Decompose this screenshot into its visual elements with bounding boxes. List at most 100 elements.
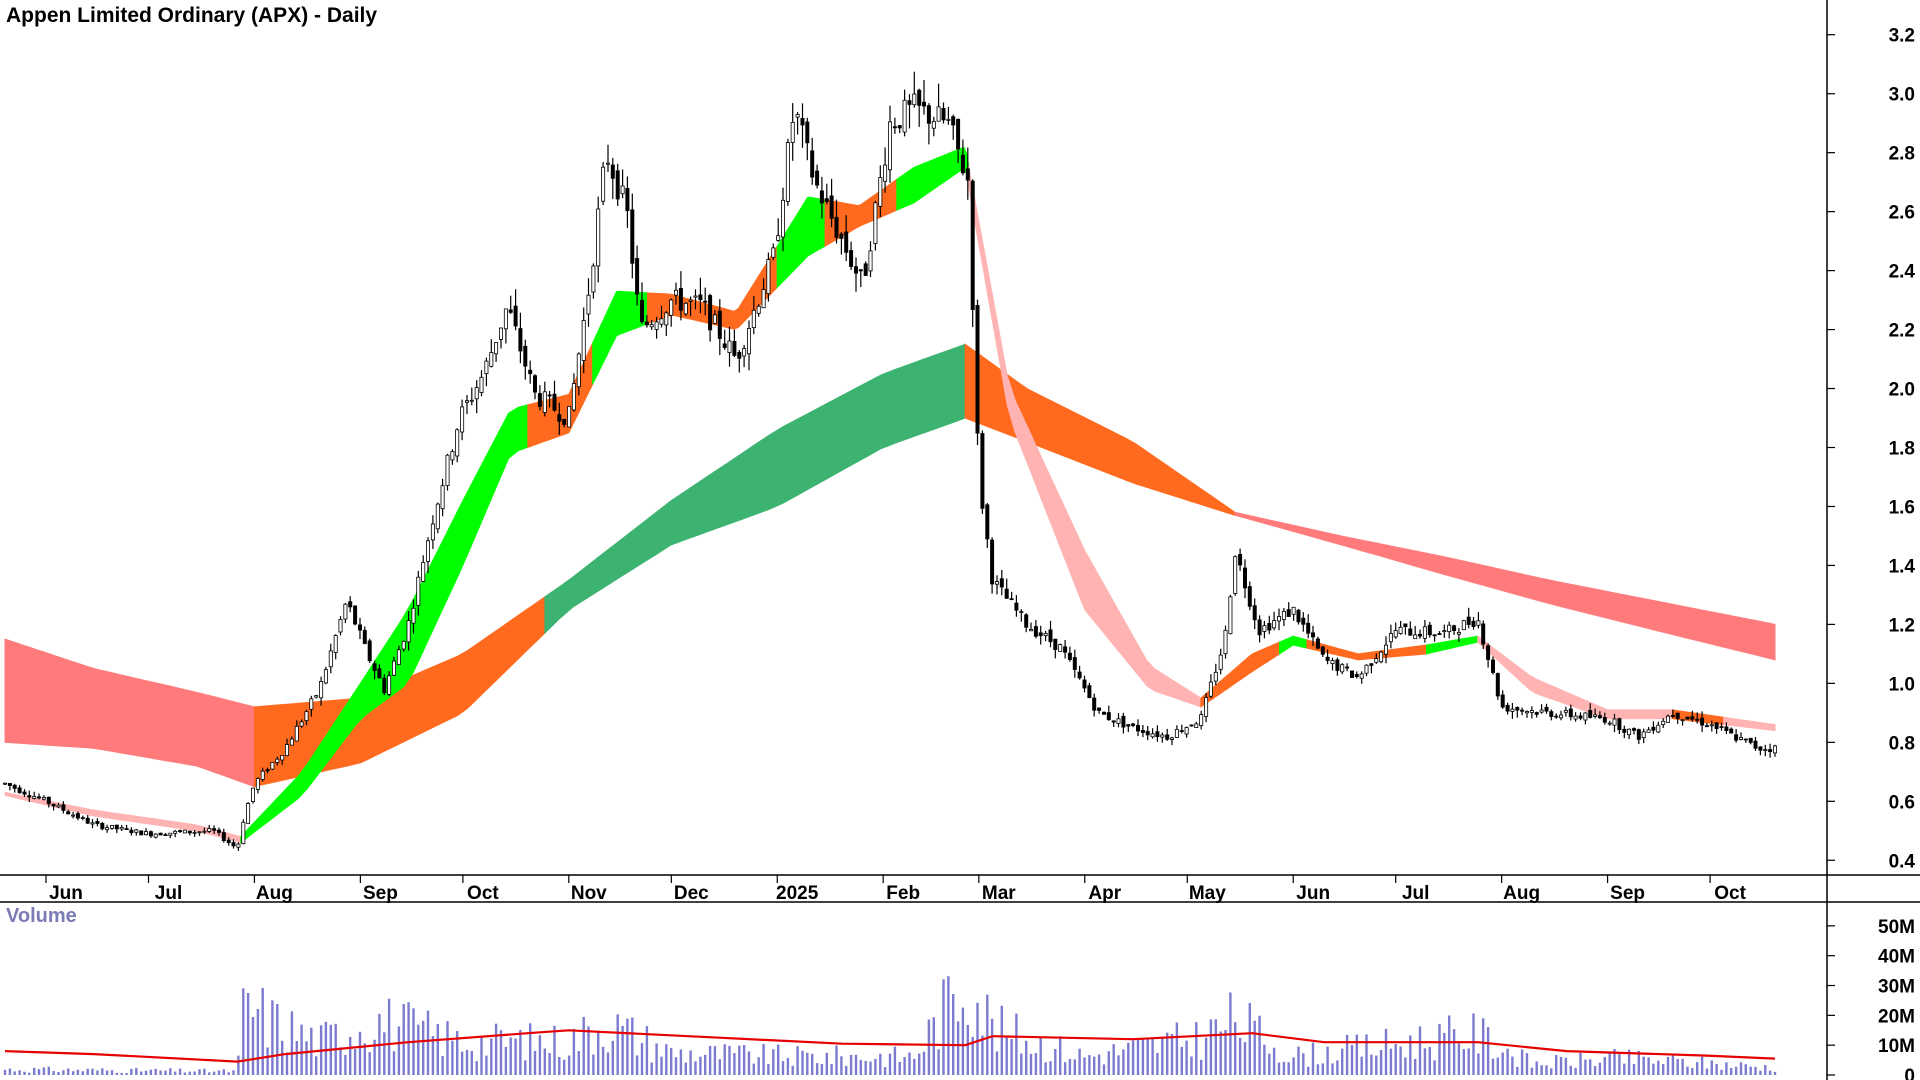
candle-body (980, 433, 985, 509)
date-tick-label: Sep (1610, 883, 1645, 904)
candle-body (1053, 638, 1058, 651)
candle-body (1038, 632, 1043, 637)
candle-body (1651, 726, 1656, 731)
candle-body (323, 669, 328, 684)
volume-bar (281, 1040, 284, 1075)
volume-bar (1355, 1034, 1358, 1075)
volume-bar (1452, 1029, 1456, 1075)
candle-body (1602, 717, 1607, 723)
candle-body (644, 321, 649, 326)
candle-body (1306, 622, 1311, 634)
candle-body (912, 93, 917, 106)
volume-bar (519, 1029, 522, 1075)
volume-bar (451, 1040, 454, 1075)
date-tick-label: Dec (674, 883, 709, 904)
candle-body (241, 821, 246, 844)
candle-body (1500, 694, 1505, 708)
candle-body (1597, 715, 1602, 719)
candle-body (1763, 749, 1768, 751)
price-tick-label: 2.0 (1889, 380, 1915, 401)
candle-body (1432, 634, 1437, 637)
candle-body (1165, 734, 1170, 740)
volume-bar (1190, 1056, 1193, 1075)
candle-body (80, 817, 85, 819)
volume-bar (679, 1049, 683, 1075)
candle-body (591, 265, 596, 293)
volume-tick-label: 30M (1878, 977, 1915, 998)
candle-body (742, 348, 747, 357)
candle-body (1661, 720, 1666, 725)
candle-body (528, 369, 533, 375)
volume-bar (1662, 1064, 1665, 1075)
candle-body (1063, 646, 1068, 653)
candle-body (781, 199, 786, 238)
volume-bar (494, 1023, 498, 1075)
volume-bar (708, 1045, 712, 1075)
candle-body (3, 782, 8, 785)
volume-bar (1666, 1056, 1670, 1075)
candle-body (367, 640, 372, 662)
candle-body (581, 320, 586, 361)
candle-body (158, 832, 163, 836)
candle-body (756, 305, 761, 314)
candle-body (1199, 714, 1204, 726)
candle-body (1340, 664, 1345, 673)
candle-body (844, 231, 849, 253)
candle-body (747, 327, 752, 355)
volume-bar (1025, 1040, 1028, 1075)
candle-body (1009, 598, 1014, 601)
candle-body (1325, 656, 1330, 661)
volume-bar (1409, 1035, 1412, 1075)
candle-body (1729, 728, 1734, 734)
candle-body (1398, 626, 1403, 634)
candle-body (255, 778, 260, 790)
volume-bar (28, 1072, 31, 1075)
candle-body (124, 828, 129, 830)
candle-body (1393, 630, 1398, 638)
volume-bar (86, 1068, 89, 1075)
volume-bar (1457, 1043, 1461, 1075)
candle-body (975, 304, 980, 434)
volume-bar (616, 1014, 619, 1075)
volume-bar (105, 1070, 109, 1075)
volume-bar (733, 1053, 736, 1075)
volume-bar (426, 1010, 430, 1075)
volume-bar (1360, 1056, 1363, 1075)
candle-body (1748, 737, 1753, 743)
volume-bar (1336, 1060, 1339, 1075)
volume-bar (859, 1059, 862, 1075)
candle-body (353, 605, 358, 625)
volume-bar (913, 1058, 916, 1075)
candle-body (314, 695, 319, 698)
volume-bar (796, 1046, 799, 1075)
candle-body (1709, 724, 1714, 727)
candle-body (319, 681, 324, 699)
volume-bar (13, 1071, 16, 1075)
volume-bar (723, 1044, 726, 1075)
volume-bar (1039, 1036, 1042, 1075)
volume-bar (533, 1050, 537, 1075)
candle-body (246, 803, 251, 824)
candle-body (1456, 632, 1461, 635)
candle-body (995, 581, 1000, 585)
date-tick-label: Apr (1088, 883, 1121, 904)
candle-body (236, 843, 241, 848)
volume-bar (193, 1071, 196, 1075)
volume-bar (110, 1070, 114, 1075)
candle-body (776, 235, 781, 241)
candle-body (878, 177, 883, 207)
candle-body (265, 769, 270, 772)
candle-body (489, 352, 494, 367)
volume-bar (178, 1068, 182, 1075)
volume-bar (932, 1017, 935, 1075)
volume-bar (1759, 1070, 1762, 1075)
candle-body (1413, 634, 1418, 640)
volume-bar (344, 1054, 347, 1075)
chart-title: Appen Limited Ordinary (APX) - Daily (6, 4, 378, 27)
price-candles (3, 71, 1778, 851)
candle-body (1734, 734, 1739, 741)
volume-bar (986, 994, 989, 1075)
volume-bar (363, 1043, 366, 1075)
candle-body (625, 187, 630, 212)
price-tick-label: 0.8 (1889, 733, 1915, 754)
